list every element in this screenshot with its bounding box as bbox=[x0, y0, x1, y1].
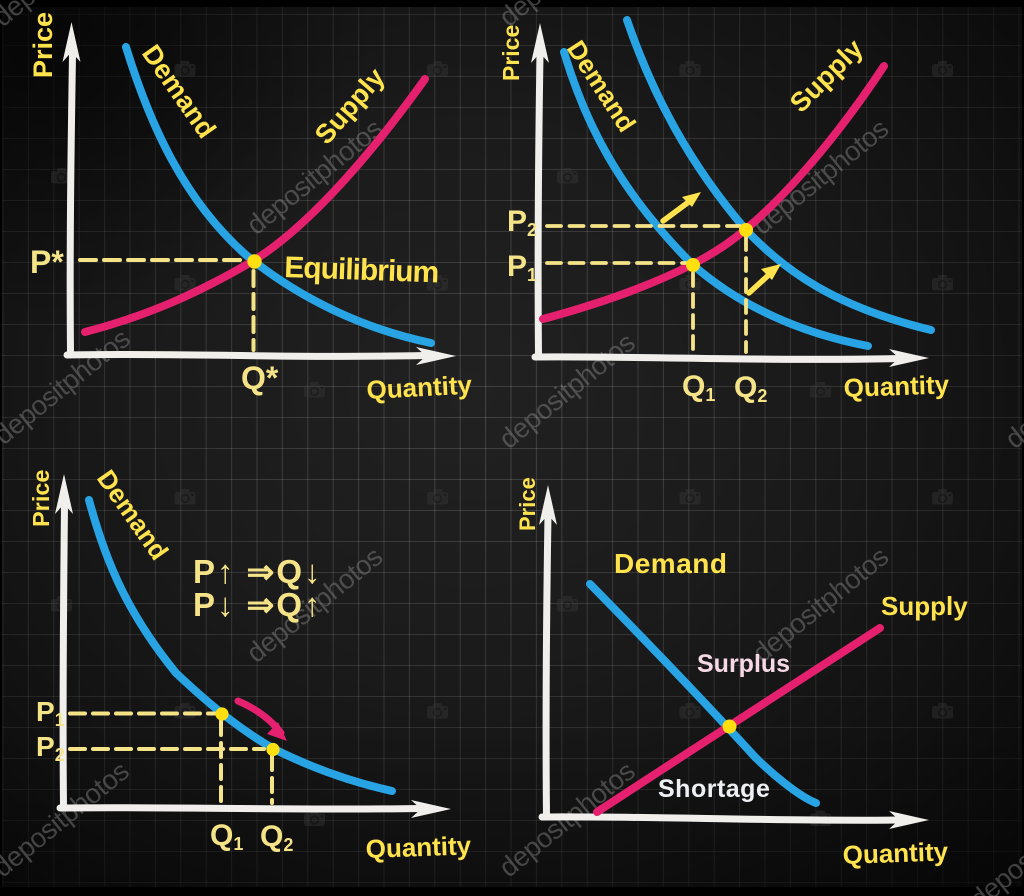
svg-text:Price: Price bbox=[515, 477, 540, 531]
svg-text:P↓ ⇒Q↑: P↓ ⇒Q↑ bbox=[193, 586, 323, 623]
svg-text:P*: P* bbox=[30, 244, 64, 280]
svg-text:Quantity: Quantity bbox=[365, 830, 472, 864]
svg-text:P↑ ⇒Q↓: P↑ ⇒Q↓ bbox=[193, 553, 323, 590]
svg-text:Price: Price bbox=[498, 25, 524, 81]
svg-text:Equilibrium: Equilibrium bbox=[284, 251, 439, 289]
svg-text:Supply: Supply bbox=[881, 591, 968, 621]
svg-text:Price: Price bbox=[28, 12, 58, 78]
svg-text:Quantity: Quantity bbox=[366, 369, 473, 405]
svg-text:Q*: Q* bbox=[241, 360, 279, 396]
svg-text:Price: Price bbox=[28, 470, 54, 528]
svg-text:Shortage: Shortage bbox=[658, 775, 770, 803]
svg-text:Demand: Demand bbox=[614, 548, 727, 579]
svg-text:Quantity: Quantity bbox=[842, 836, 949, 870]
svg-text:Quantity: Quantity bbox=[843, 369, 950, 403]
svg-text:Surplus: Surplus bbox=[697, 650, 790, 678]
